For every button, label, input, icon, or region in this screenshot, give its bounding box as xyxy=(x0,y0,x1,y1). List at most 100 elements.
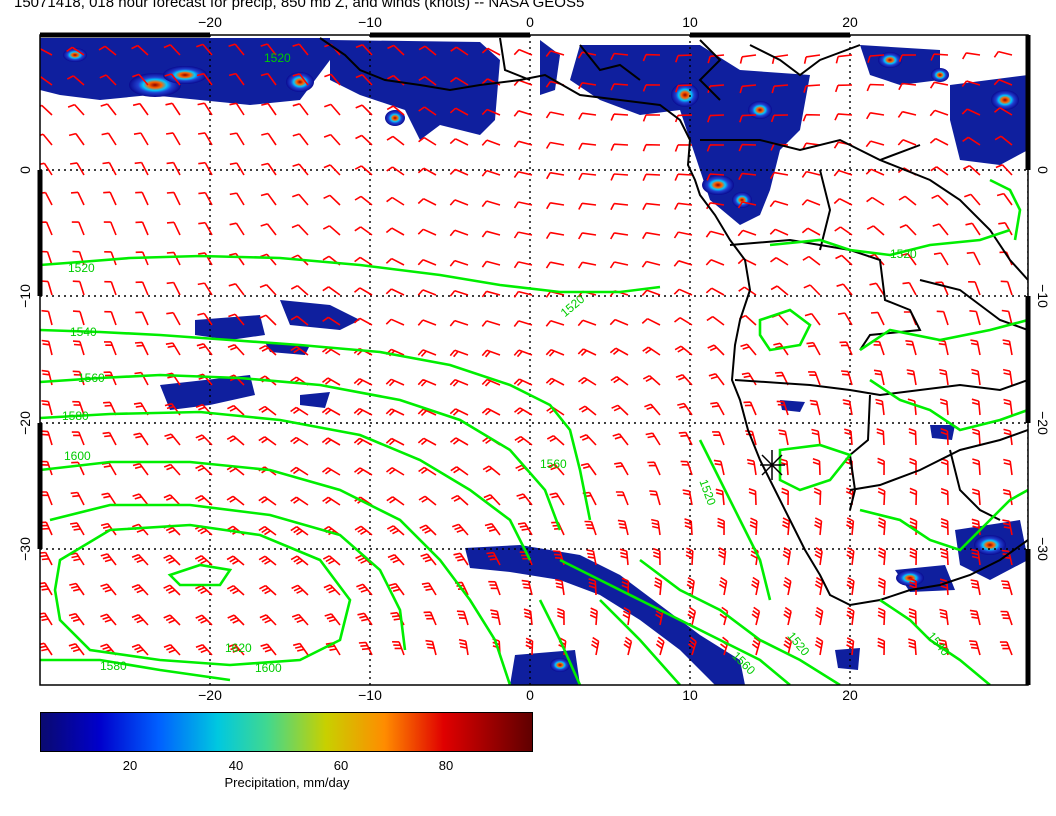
wind-barb xyxy=(867,54,885,63)
wind-barb xyxy=(708,373,725,386)
wind-barb xyxy=(71,431,85,446)
wind-barb xyxy=(577,261,597,269)
wind-barb xyxy=(229,222,245,236)
wind-barb xyxy=(1003,398,1013,416)
wind-barb xyxy=(962,164,981,176)
wind-barb xyxy=(578,112,597,120)
wind-barb xyxy=(909,457,917,475)
wind-barb xyxy=(971,548,981,566)
colorbar-tick-label: 60 xyxy=(333,758,349,773)
wind-barb xyxy=(481,78,501,86)
wind-barb xyxy=(936,310,949,326)
wind-barb xyxy=(513,140,533,148)
wind-barb xyxy=(548,463,565,476)
wind-barb xyxy=(647,461,661,476)
wind-barb xyxy=(481,200,501,208)
wind-barb xyxy=(770,285,789,296)
wind-barb xyxy=(354,226,373,236)
wind-barb xyxy=(483,494,501,506)
wind-barb xyxy=(812,457,821,476)
wind-barb xyxy=(1002,339,1013,356)
wind-barb xyxy=(70,491,85,506)
wind-barb xyxy=(801,170,821,178)
wind-barb xyxy=(707,344,725,356)
wind-barb xyxy=(962,52,981,60)
lat-tick-label: −10 xyxy=(17,284,33,308)
wind-barb xyxy=(685,547,694,566)
wind-barb xyxy=(846,517,855,536)
wind-barb xyxy=(292,642,309,656)
wind-barb xyxy=(969,640,981,656)
wind-barb xyxy=(1000,610,1013,626)
wind-barb xyxy=(804,312,821,326)
wind-barb xyxy=(995,164,1013,176)
wind-barb xyxy=(229,102,245,116)
wind-barb xyxy=(678,431,693,446)
wind-barb xyxy=(642,143,661,152)
wind-barb xyxy=(356,583,373,596)
wind-barb xyxy=(324,103,341,116)
wind-barb xyxy=(227,343,245,356)
wind-barb xyxy=(194,554,213,566)
wind-barb xyxy=(781,487,789,506)
wind-barb xyxy=(228,313,245,326)
wind-barb xyxy=(513,378,533,386)
wind-barb xyxy=(292,163,309,176)
wind-barb xyxy=(68,612,85,626)
wind-barb xyxy=(968,281,981,296)
wind-barb xyxy=(806,341,821,356)
wind-barb xyxy=(930,53,949,61)
contour-label: 1520 xyxy=(890,247,917,261)
wind-barb xyxy=(545,141,565,149)
wind-barb xyxy=(720,636,729,656)
wind-barb xyxy=(41,309,53,326)
contour-label: 1520 xyxy=(264,51,291,65)
wind-barb xyxy=(578,232,597,240)
wind-barb xyxy=(228,283,245,296)
wind-barb xyxy=(292,43,309,56)
wind-barb xyxy=(553,550,565,566)
wind-barb xyxy=(195,584,213,596)
wind-barb xyxy=(165,342,181,356)
wind-barb xyxy=(353,437,373,446)
wind-barb xyxy=(837,312,853,326)
wind-barb xyxy=(163,643,181,656)
wind-barb xyxy=(131,44,149,56)
wind-barb xyxy=(481,108,501,116)
wind-barb xyxy=(739,54,757,64)
wind-barb xyxy=(909,487,918,506)
wind-barb xyxy=(588,578,597,596)
wind-barb xyxy=(392,641,405,656)
wind-barb xyxy=(846,577,855,596)
wind-barb xyxy=(41,400,53,416)
wind-barb xyxy=(619,548,629,566)
height-contours xyxy=(40,178,1028,685)
wind-barb xyxy=(131,583,149,596)
wind-barb xyxy=(41,339,53,356)
wind-barb xyxy=(292,73,309,86)
wind-barb xyxy=(417,197,437,206)
wind-barb xyxy=(71,221,85,236)
wind-barb xyxy=(321,377,341,386)
wind-barb xyxy=(877,637,886,656)
wind-barb xyxy=(323,584,341,596)
wind-barb xyxy=(902,281,917,296)
wind-barb xyxy=(908,638,917,656)
wind-barb xyxy=(713,459,725,476)
colorbar-tick-label: 40 xyxy=(228,758,244,773)
wind-barb xyxy=(68,132,85,146)
wind-barb xyxy=(513,290,533,298)
wind-barb xyxy=(260,253,277,266)
wind-barb xyxy=(782,547,791,566)
wind-barb xyxy=(260,643,277,656)
wind-barb xyxy=(684,518,693,536)
wind-barb xyxy=(846,637,855,656)
wind-barb xyxy=(783,636,793,656)
wind-barb xyxy=(69,162,85,176)
wind-barb xyxy=(488,580,501,596)
wind-barb xyxy=(645,432,661,446)
wind-barb xyxy=(259,283,277,296)
wind-barb xyxy=(40,47,53,56)
wind-barb xyxy=(652,547,661,566)
wind-barb xyxy=(521,579,533,596)
